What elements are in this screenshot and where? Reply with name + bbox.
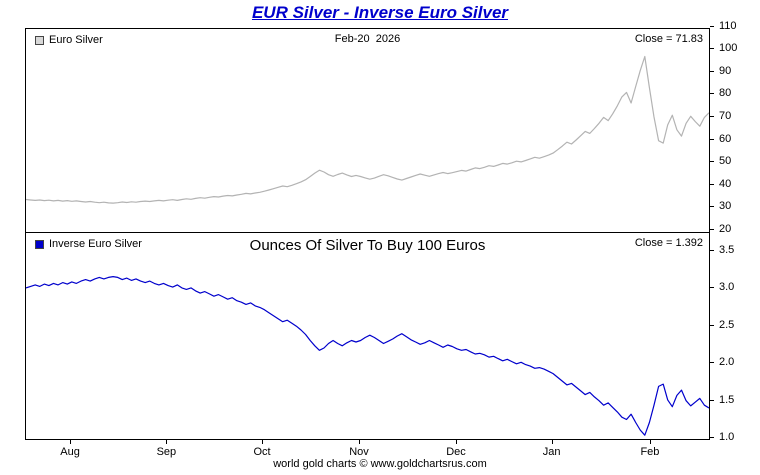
y-tick-mark (710, 206, 714, 208)
x-tick-label: Nov (349, 446, 369, 458)
euro-silver-swatch-icon (35, 35, 44, 45)
y-tick-mark (710, 437, 714, 439)
y-tick-mark (710, 249, 714, 251)
y-tick-label: 40 (719, 177, 732, 190)
y-tick-label: 60 (719, 132, 732, 145)
x-tick-mark (358, 440, 360, 444)
y-tick-mark (710, 25, 714, 27)
y-tick-mark (710, 324, 714, 326)
euro-silver-panel: Euro Silver Feb-20 2026 Close = 71.83 (25, 28, 710, 233)
legend-inverse-euro-silver: Inverse Euro Silver (32, 237, 145, 251)
close-value-inverse-euro-silver: Close = 1.392 (634, 237, 703, 249)
y-tick-mark (710, 93, 714, 95)
y-tick-mark (710, 183, 714, 185)
y-axis-euro-silver: 110 100 90 80 70 60 50 40 30 20 (710, 20, 758, 235)
y-tick-mark (710, 399, 714, 401)
footer-credit: world gold charts © www.goldchartsrus.co… (273, 458, 487, 470)
y-axis-inverse-euro-silver: 3.5 3.0 2.5 2.0 1.5 1.0 (710, 233, 758, 444)
y-tick-label: 90 (719, 64, 732, 77)
y-tick-mark (710, 115, 714, 117)
y-tick-mark (710, 161, 714, 163)
y-tick-label: 110 (719, 19, 737, 32)
y-tick-mark (710, 362, 714, 364)
y-tick-label: 3.5 (719, 243, 735, 256)
euro-silver-line-chart (26, 55, 709, 204)
y-tick-label: 50 (719, 155, 732, 168)
x-axis: Aug Sep Oct Nov Dec Jan Feb (25, 440, 710, 464)
chart-area: Euro Silver Feb-20 2026 Close = 71.83 In… (0, 20, 760, 468)
y-tick-label: 1.5 (719, 393, 735, 406)
x-tick-mark (262, 440, 263, 444)
y-tick-label: 30 (719, 200, 732, 213)
y-tick-mark (710, 228, 714, 230)
close-value-euro-silver: Close = 71.83 (634, 33, 703, 45)
legend-euro-silver-label: Euro Silver (49, 34, 103, 46)
x-tick-label: Feb (640, 446, 660, 458)
y-tick-label: 2.0 (719, 356, 735, 369)
x-tick-label: Jan (542, 446, 561, 458)
y-tick-label: 80 (719, 87, 732, 100)
legend-euro-silver: Euro Silver (32, 33, 106, 47)
x-tick-mark (649, 440, 651, 444)
y-tick-label: 2.5 (719, 318, 735, 331)
y-tick-mark (710, 138, 714, 140)
date-label: Feb-20 2026 (334, 33, 401, 45)
y-tick-label: 3.0 (719, 281, 735, 294)
legend-inverse-euro-silver-label: Inverse Euro Silver (49, 238, 142, 250)
x-tick-mark (551, 440, 553, 444)
y-tick-label: 1.0 (719, 431, 735, 444)
x-tick-label: Dec (446, 446, 466, 458)
y-tick-label: 70 (719, 109, 732, 122)
y-tick-mark (710, 287, 714, 289)
y-tick-mark (710, 70, 714, 72)
x-tick-label: Sep (156, 446, 177, 458)
inverse-euro-silver-swatch-icon (35, 239, 44, 249)
inverse-euro-silver-line-chart (26, 275, 709, 436)
inverse-euro-silver-panel: Inverse Euro Silver Ounces Of Silver To … (25, 233, 710, 440)
x-tick-mark (70, 440, 72, 444)
x-tick-label: Oct (253, 446, 271, 458)
subtitle-ounces-to-buy: Ounces Of Silver To Buy 100 Euros (249, 237, 486, 254)
y-tick-label: 100 (719, 42, 738, 55)
y-tick-label: 20 (719, 222, 732, 235)
x-tick-label: Aug (60, 446, 80, 458)
page-title: EUR Silver - Inverse Euro Silver (251, 3, 509, 22)
x-tick-mark (166, 440, 168, 444)
x-tick-mark (455, 440, 457, 444)
y-tick-mark (710, 48, 714, 50)
